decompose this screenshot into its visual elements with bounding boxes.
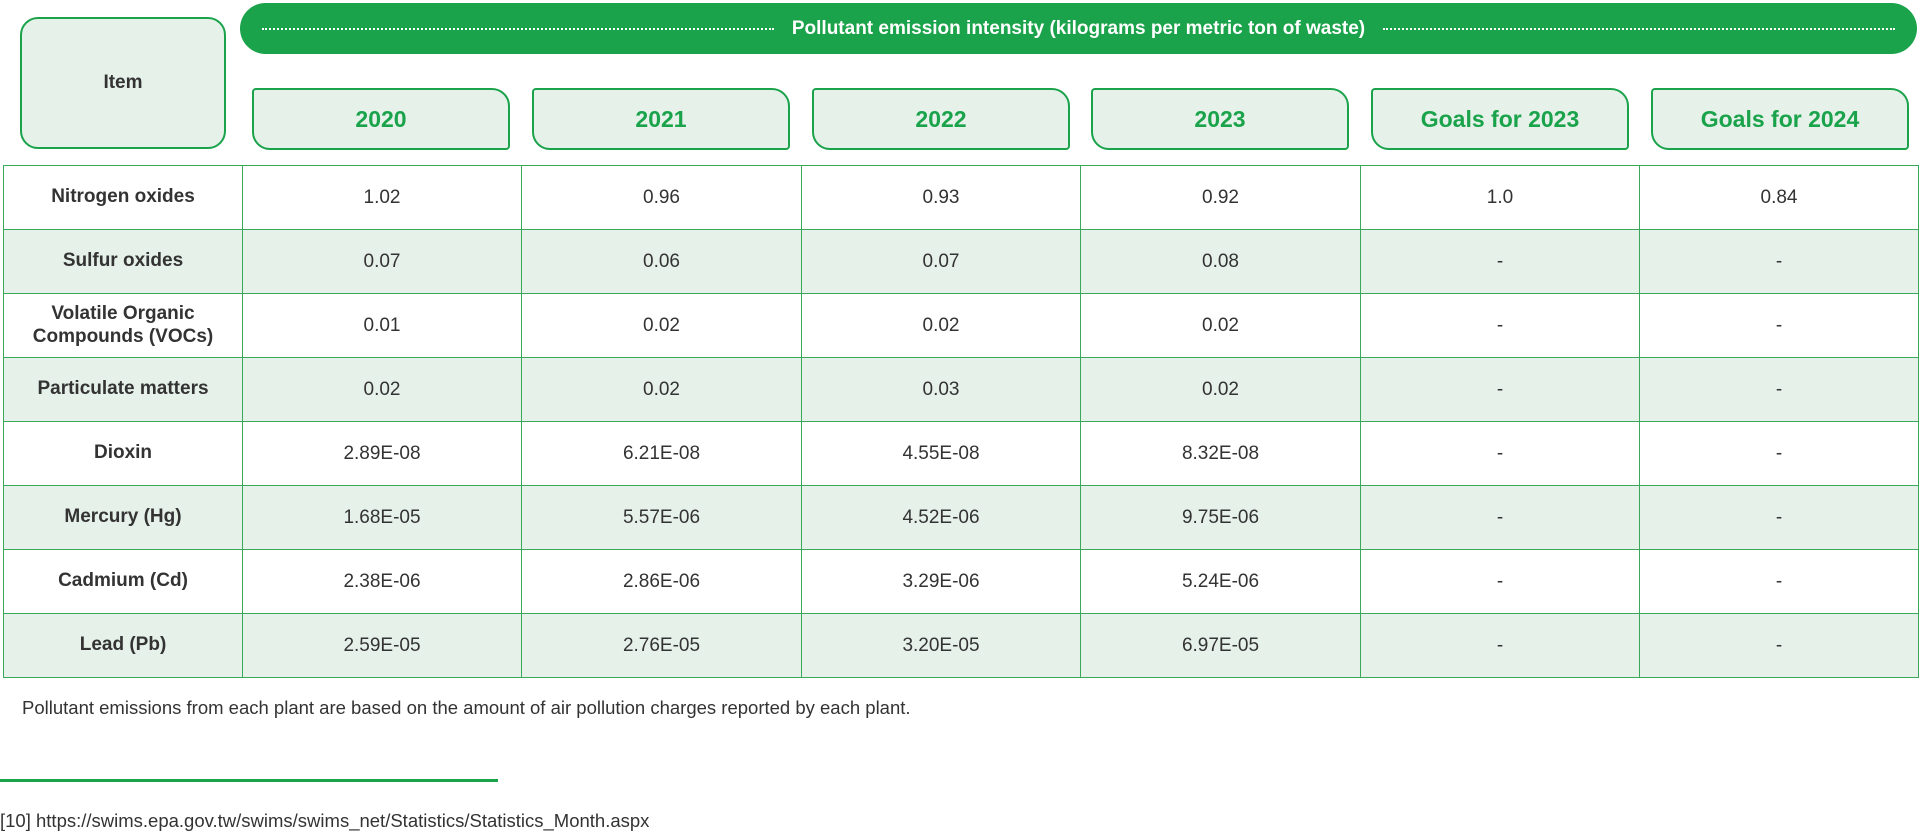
banner-title: Pollutant emission intensity (kilograms … bbox=[791, 17, 1366, 39]
table-cell: - bbox=[1639, 229, 1919, 294]
table-cell: 4.52E-06 bbox=[801, 485, 1081, 550]
table-cell: 8.32E-08 bbox=[1080, 421, 1361, 486]
table-cell: 2.59E-05 bbox=[242, 613, 522, 678]
table-cell: 0.02 bbox=[1080, 357, 1361, 422]
table-cell: 0.02 bbox=[521, 293, 802, 358]
table-cell: - bbox=[1639, 613, 1919, 678]
table-cell: 1.02 bbox=[242, 165, 522, 230]
banner-dots-right bbox=[1383, 27, 1895, 30]
table-cell: 0.84 bbox=[1639, 165, 1919, 230]
table-cell: 1.0 bbox=[1360, 165, 1640, 230]
item-header: Item bbox=[20, 17, 226, 149]
table-cell: 5.24E-06 bbox=[1080, 549, 1361, 614]
row-label: Mercury (Hg) bbox=[3, 485, 243, 550]
table-cell: 2.76E-05 bbox=[521, 613, 802, 678]
table-cell: 0.02 bbox=[242, 357, 522, 422]
table-cell: 0.92 bbox=[1080, 165, 1361, 230]
table-cell: 0.01 bbox=[242, 293, 522, 358]
table-cell: 0.02 bbox=[801, 293, 1081, 358]
table-cell: 4.55E-08 bbox=[801, 421, 1081, 486]
column-header-goals-2023: Goals for 2023 bbox=[1371, 88, 1629, 150]
emission-table: Nitrogen oxides 1.02 0.96 0.93 0.92 1.0 … bbox=[3, 165, 1919, 678]
table-cell: 0.03 bbox=[801, 357, 1081, 422]
table-cell: - bbox=[1639, 357, 1919, 422]
table-cell: 0.93 bbox=[801, 165, 1081, 230]
table-cell: 2.89E-08 bbox=[242, 421, 522, 486]
table-cell: - bbox=[1360, 357, 1640, 422]
table-cell: 0.96 bbox=[521, 165, 802, 230]
column-header-2023: 2023 bbox=[1091, 88, 1349, 150]
table-cell: 5.57E-06 bbox=[521, 485, 802, 550]
table-row: Sulfur oxides 0.07 0.06 0.07 0.08 - - bbox=[3, 229, 1919, 294]
table-row: Cadmium (Cd) 2.38E-06 2.86E-06 3.29E-06 … bbox=[3, 549, 1919, 614]
table-cell: 1.68E-05 bbox=[242, 485, 522, 550]
column-header-2021: 2021 bbox=[532, 88, 790, 150]
table-cell: - bbox=[1639, 549, 1919, 614]
table-title-banner: Pollutant emission intensity (kilograms … bbox=[240, 3, 1917, 54]
table-cell: - bbox=[1360, 421, 1640, 486]
footnote-divider bbox=[0, 779, 498, 782]
table-cell: 0.02 bbox=[1080, 293, 1361, 358]
table-row: Mercury (Hg) 1.68E-05 5.57E-06 4.52E-06 … bbox=[3, 485, 1919, 550]
table-cell: - bbox=[1360, 229, 1640, 294]
table-cell: 0.07 bbox=[801, 229, 1081, 294]
table-cell: 0.08 bbox=[1080, 229, 1361, 294]
row-label: Lead (Pb) bbox=[3, 613, 243, 678]
table-cell: - bbox=[1360, 293, 1640, 358]
table-cell: 3.29E-06 bbox=[801, 549, 1081, 614]
item-header-label: Item bbox=[103, 72, 143, 93]
table-cell: 2.38E-06 bbox=[242, 549, 522, 614]
table-cell: 0.07 bbox=[242, 229, 522, 294]
table-row: Lead (Pb) 2.59E-05 2.76E-05 3.20E-05 6.9… bbox=[3, 613, 1919, 678]
table-cell: - bbox=[1360, 549, 1640, 614]
table-row: Dioxin 2.89E-08 6.21E-08 4.55E-08 8.32E-… bbox=[3, 421, 1919, 486]
table-cell: - bbox=[1360, 613, 1640, 678]
column-header-2022: 2022 bbox=[812, 88, 1070, 150]
table-cell: 9.75E-06 bbox=[1080, 485, 1361, 550]
table-row: Nitrogen oxides 1.02 0.96 0.93 0.92 1.0 … bbox=[3, 165, 1919, 230]
table-cell: 2.86E-06 bbox=[521, 549, 802, 614]
table-row: Particulate matters 0.02 0.02 0.03 0.02 … bbox=[3, 357, 1919, 422]
table-cell: 0.02 bbox=[521, 357, 802, 422]
table-cell: - bbox=[1639, 485, 1919, 550]
column-header-2020: 2020 bbox=[252, 88, 510, 150]
table-cell: - bbox=[1360, 485, 1640, 550]
table-cell: 3.20E-05 bbox=[801, 613, 1081, 678]
table-cell: 0.06 bbox=[521, 229, 802, 294]
row-label: Particulate matters bbox=[3, 357, 243, 422]
table-cell: - bbox=[1639, 293, 1919, 358]
row-label: Dioxin bbox=[3, 421, 243, 486]
row-label: Cadmium (Cd) bbox=[3, 549, 243, 614]
table-cell: 6.21E-08 bbox=[521, 421, 802, 486]
banner-dots-left bbox=[262, 27, 774, 30]
table-cell: 6.97E-05 bbox=[1080, 613, 1361, 678]
table-cell: - bbox=[1639, 421, 1919, 486]
row-label: Volatile Organic Compounds (VOCs) bbox=[3, 293, 243, 358]
column-header-goals-2024: Goals for 2024 bbox=[1651, 88, 1909, 150]
row-label: Sulfur oxides bbox=[3, 229, 243, 294]
table-note: Pollutant emissions from each plant are … bbox=[22, 697, 911, 718]
footnote-source-link[interactable]: [10] https://swims.epa.gov.tw/swims/swim… bbox=[0, 810, 650, 831]
table-row: Volatile Organic Compounds (VOCs) 0.01 0… bbox=[3, 293, 1919, 358]
row-label: Nitrogen oxides bbox=[3, 165, 243, 230]
